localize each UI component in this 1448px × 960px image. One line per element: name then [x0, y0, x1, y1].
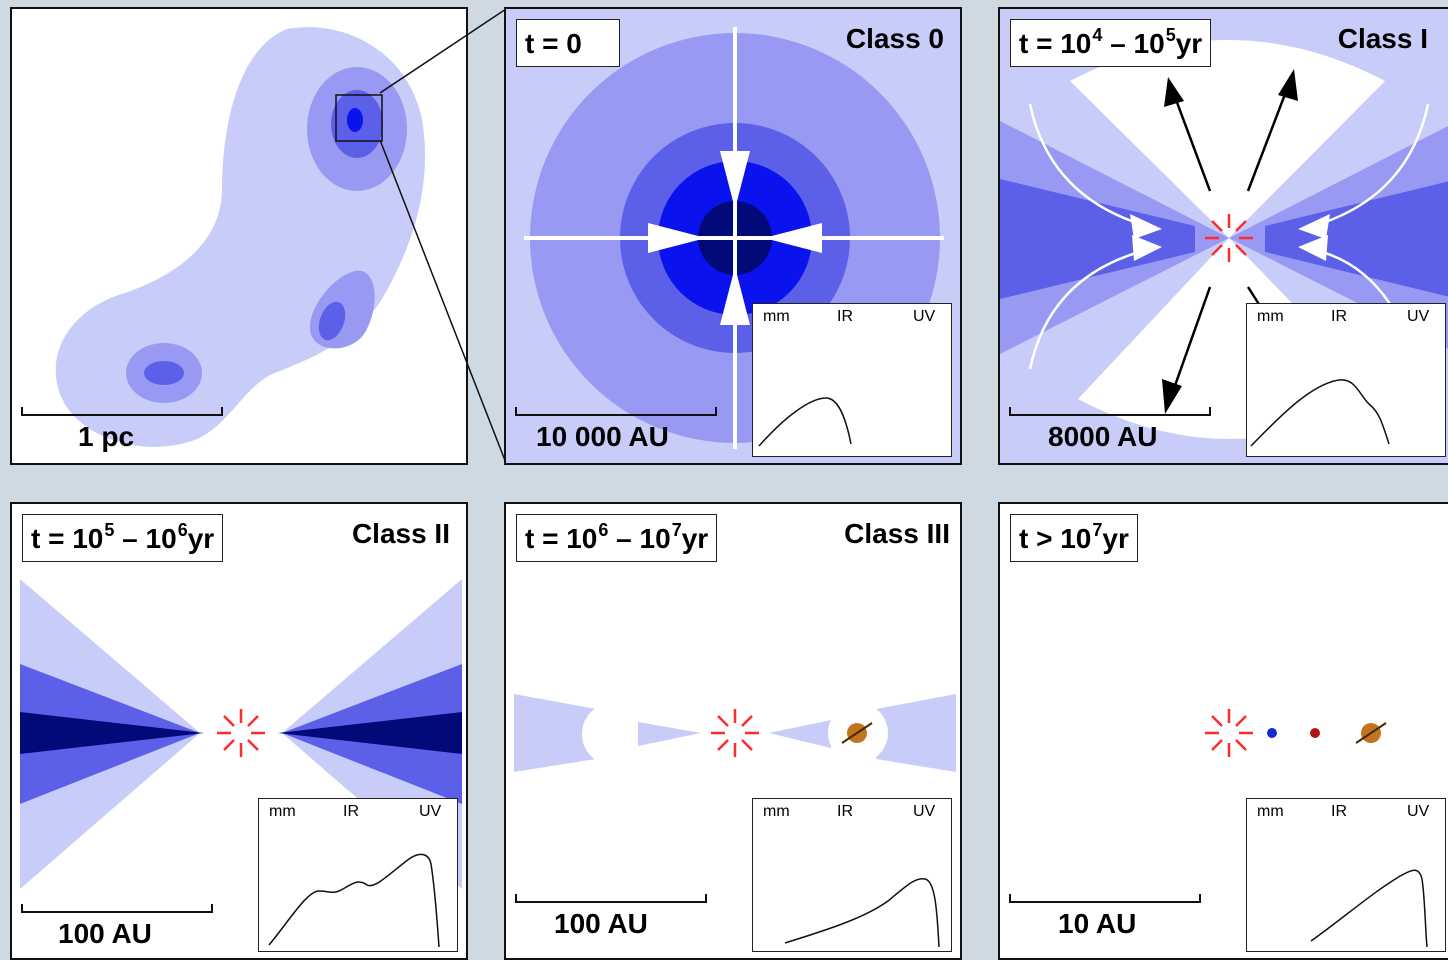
sed-ir: IR	[1331, 308, 1347, 325]
scale-label-planetary: 10 AU	[1058, 908, 1137, 939]
sed-ir: IR	[1331, 803, 1347, 820]
time-label-class0: t = 0	[516, 19, 620, 67]
infall-arrowheads	[1130, 214, 1330, 261]
sed-mm: mm	[1257, 803, 1284, 820]
clump-1-core	[347, 108, 363, 132]
protostar-icon	[1205, 214, 1253, 262]
zoom-box	[335, 94, 383, 142]
sed-uv: UV	[419, 803, 442, 820]
disk-left	[1000, 179, 1195, 299]
scale-label-cloud: 1 pc	[78, 421, 135, 452]
planet-red-icon	[1310, 728, 1320, 738]
panel-planetary-system: t > 107yr 10 AU mm IR UV	[998, 502, 1448, 960]
clump-3-core	[144, 361, 184, 385]
sed-ir: IR	[343, 803, 359, 820]
scale-label-class2: 100 AU	[58, 918, 152, 949]
star-icon	[217, 709, 265, 757]
clump-2-core	[318, 301, 346, 341]
sed-curve-planetary	[1310, 869, 1428, 948]
scale-label-class0: 10 000 AU	[536, 421, 669, 452]
sed-uv: UV	[913, 308, 936, 325]
scale-label-class3: 100 AU	[554, 908, 648, 939]
cloud-drawing	[21, 27, 426, 447]
panel-class-3: t = 106 – 107yr Class III 100 AU mm IR U…	[504, 502, 962, 960]
flared-disk-left-inner	[20, 712, 204, 754]
infall-lines	[524, 27, 944, 449]
planet-blue-icon	[1267, 728, 1277, 738]
disk-right	[1265, 181, 1448, 297]
flared-disk-right-inner	[278, 712, 462, 754]
panel-class-1: t = 104 – 105yr Class I 8000 AU mm IR UV	[998, 7, 1448, 465]
ringed-planet-icon	[841, 722, 873, 744]
sed-mm: mm	[763, 803, 790, 820]
sed-curve-class2	[268, 853, 440, 948]
sed-mm: mm	[763, 308, 790, 325]
class1-drawing	[1000, 40, 1448, 439]
panel-class-0: t = 0 Class 0 10 000 AU mm IR UV	[504, 7, 962, 465]
debris-disk-right	[876, 694, 956, 772]
time-label-planetary: t > 107yr	[1010, 514, 1138, 562]
sed-mm: mm	[269, 803, 296, 820]
planetary-drawing	[1009, 709, 1387, 903]
class0-drawing	[515, 27, 944, 449]
scale-label-class1: 8000 AU	[1048, 421, 1158, 452]
sed-uv: UV	[913, 803, 936, 820]
star-icon	[711, 709, 759, 757]
debris-disk-mid-left	[638, 722, 701, 746]
outflow-cavity	[1070, 81, 1385, 238]
debris-disk-left	[514, 694, 596, 772]
class3-drawing	[514, 694, 956, 903]
sed-ir: IR	[837, 803, 853, 820]
sed-curve-class0	[758, 397, 852, 447]
sed-curve-class3	[784, 878, 940, 948]
infall-arrows	[648, 151, 822, 325]
sed-inset-class0: mm IR UV	[752, 303, 952, 457]
time-label-class1: t = 104 – 105yr	[1010, 19, 1212, 67]
class-label-0: Class 0	[845, 23, 944, 54]
sed-inset-class2: mm IR UV	[258, 798, 458, 952]
sed-inset-class1: mm IR UV	[1246, 303, 1446, 457]
class-label-3: Class III	[844, 518, 950, 549]
sed-inset-planetary: mm IR UV	[1246, 798, 1446, 952]
debris-disk-mid-right	[769, 720, 831, 748]
panel-class-2: t = 105 – 106yr Class II 100 AU mm IR UV	[10, 502, 468, 960]
class-label-2: Class II	[351, 518, 450, 549]
time-label-text: t = 0	[525, 28, 582, 59]
star-icon	[1205, 709, 1253, 757]
infall-streamlines	[1028, 103, 1430, 370]
time-label-class2: t = 105 – 106yr	[22, 514, 224, 562]
time-label-class3: t = 106 – 107yr	[516, 514, 718, 562]
sed-inset-class3: mm IR UV	[752, 798, 952, 952]
class-label-1: Class I	[1337, 23, 1428, 54]
sed-curve-class1	[1250, 379, 1390, 447]
panel-molecular-cloud: 1 pc	[10, 7, 468, 465]
sed-ir: IR	[837, 308, 853, 325]
sed-uv: UV	[1407, 803, 1430, 820]
sed-mm: mm	[1257, 308, 1284, 325]
ringed-planet-icon	[1355, 722, 1387, 744]
sed-uv: UV	[1407, 308, 1430, 325]
